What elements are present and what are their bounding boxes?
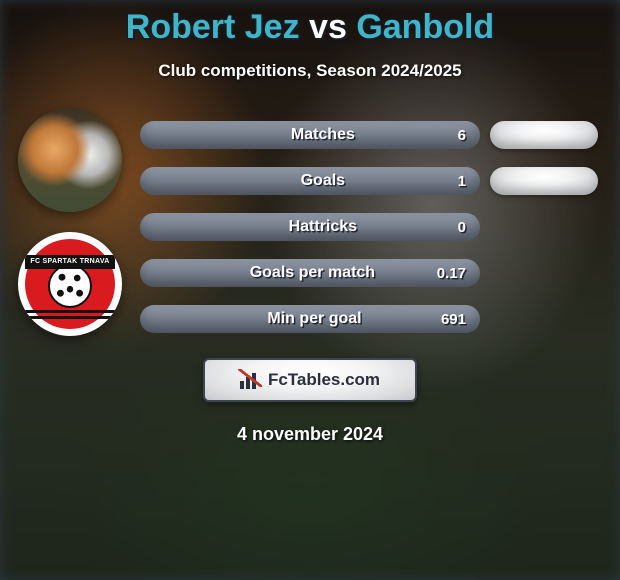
stat-label: Hattricks — [188, 218, 458, 236]
stat-label: Goals — [188, 172, 458, 190]
title-player1: Robert Jez — [126, 8, 300, 46]
brand-badge: FcTables.com — [203, 358, 417, 402]
stat-row: Hattricks0 — [0, 213, 620, 241]
stat-label: Goals per match — [188, 264, 437, 282]
subtitle: Club competitions, Season 2024/2025 — [0, 61, 620, 81]
page-title: Robert Jez vs Ganbold — [0, 0, 620, 47]
stat-label: Matches — [188, 126, 458, 144]
stat-row: Goals1 — [0, 167, 620, 195]
date-text: 4 november 2024 — [0, 424, 620, 445]
title-player2: Ganbold — [356, 8, 494, 46]
infographic-canvas: Robert Jez vs Ganbold Club competitions,… — [0, 0, 620, 580]
stat-row: Matches6 — [0, 121, 620, 149]
stat-label: Min per goal — [188, 310, 441, 328]
stat-row: Goals per match0.17 — [0, 259, 620, 287]
title-vs: vs — [309, 8, 347, 46]
stat-pill-right — [490, 121, 598, 149]
bar-chart-icon — [240, 371, 262, 389]
stat-bar-left: Matches6 — [140, 121, 480, 149]
stat-value-left: 0 — [458, 219, 466, 236]
stat-value-left: 6 — [458, 127, 466, 144]
stat-value-left: 0.17 — [437, 265, 466, 282]
stat-bar-left: Hattricks0 — [140, 213, 480, 241]
stat-bar-left: Min per goal691 — [140, 305, 480, 333]
stat-bar-left: Goals per match0.17 — [140, 259, 480, 287]
stat-row: Min per goal691 — [0, 305, 620, 333]
brand-text: FcTables.com — [268, 370, 380, 390]
stat-bar-left: Goals1 — [140, 167, 480, 195]
stat-pill-right — [490, 167, 598, 195]
stat-value-left: 691 — [441, 311, 466, 328]
stat-value-left: 1 — [458, 173, 466, 190]
